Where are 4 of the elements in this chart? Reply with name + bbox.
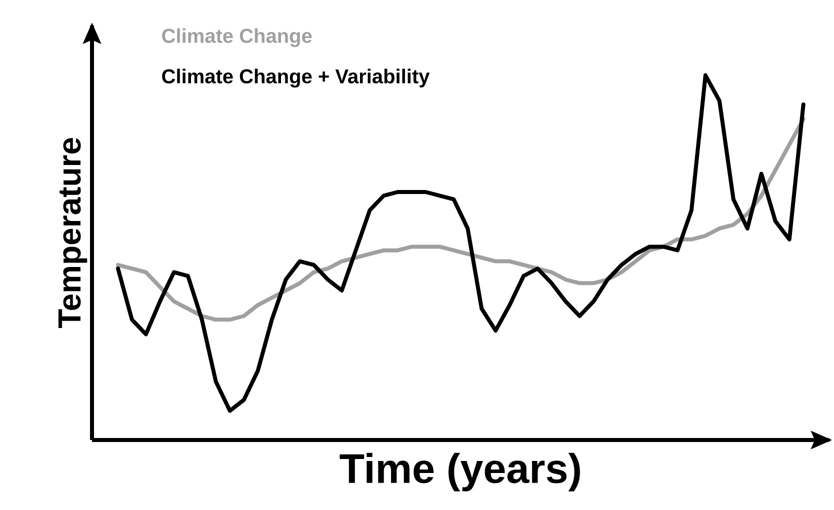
y-axis-title: Temperature xyxy=(58,138,88,328)
x-axis-title: Time (years) xyxy=(340,452,580,492)
text: Climate Change + Variability xyxy=(162,68,430,88)
text: Climate Change xyxy=(162,28,312,47)
